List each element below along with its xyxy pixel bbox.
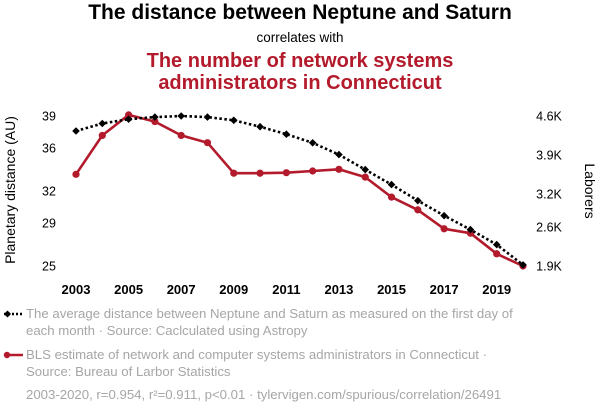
x-tick-2007: 2007	[167, 282, 196, 297]
series-1-point-2016	[414, 196, 422, 205]
series-1-point-2007	[177, 112, 185, 120]
y-right-tick-4.6K: 4.6K	[536, 110, 562, 124]
series-2-point-2012	[309, 167, 317, 175]
series-2-point-2009	[230, 169, 238, 177]
series-2-point-2017	[440, 225, 448, 233]
series-2-point-2005	[124, 111, 133, 119]
legend-entry-series-2-line-1: BLS estimate of network and computer sys…	[26, 347, 487, 362]
series-1-point-2005	[124, 115, 133, 124]
x-tick-2015: 2015	[377, 282, 406, 297]
series-2-point-2010	[256, 169, 264, 177]
series-1-point-2006	[151, 113, 159, 121]
series-1-point-2014	[361, 165, 370, 174]
legend-marker-series-2	[3, 351, 11, 359]
chart-title: The distance between Neptune and Saturn	[88, 1, 512, 24]
y-left-tick-29: 29	[42, 217, 56, 231]
x-axis-ticks: 2003 2005 2007 2009 2011 2013 2015 2017 2019	[62, 282, 512, 297]
y-left-tick-36: 36	[42, 142, 56, 156]
legend: The average distance between Neptune and…	[3, 306, 513, 379]
series-2-point-2015	[387, 193, 396, 201]
legend-entry-series-1-line-2: each month · Source: Caclculated using A…	[26, 323, 308, 338]
series-1-point-2013	[335, 150, 343, 159]
series-2-point-2016	[414, 206, 422, 214]
x-tick-2017: 2017	[430, 282, 459, 297]
series-1-point-2015	[387, 180, 396, 189]
y-left-tick-32: 32	[42, 185, 56, 199]
y-right-tick-3.9K: 3.9K	[536, 148, 562, 162]
footer-stats: 2003-2020, r=0.954, r²=0.911, p<0.01 · t…	[26, 387, 501, 402]
series-1-point-2004	[98, 119, 107, 128]
series-1-line	[75, 114, 524, 266]
series-2-point-2003	[72, 170, 80, 178]
series-2-point-2006	[151, 117, 159, 126]
x-tick-2005: 2005	[114, 282, 143, 297]
x-tick-2011: 2011	[272, 282, 300, 297]
series-2-point-2014	[361, 173, 369, 181]
chart-subtitle: correlates with	[256, 30, 343, 45]
y-right-tick-1.9K: 1.9K	[536, 260, 562, 274]
series-1-point-2017	[440, 211, 448, 220]
series-1-point-2010	[256, 122, 264, 131]
series-1-point-2011	[282, 130, 291, 139]
y-axis-left-ticks: 25 29 32 36 39	[42, 110, 56, 274]
y-axis-left-label: Planetary distance (AU)	[2, 116, 18, 264]
y-right-tick-3.2K: 3.2K	[536, 187, 562, 201]
y-right-tick-2.6K: 2.6K	[536, 221, 562, 235]
series-1-point-2009	[229, 116, 238, 125]
series-1-point-2020	[519, 261, 527, 269]
chart-title-2-line-2: administrators in Connecticut	[158, 72, 442, 94]
series-2-point-2013	[335, 165, 343, 173]
plot-area	[72, 111, 527, 270]
y-axis-right-label: Laborers	[582, 163, 598, 218]
legend-entry-series-1-line-1: The average distance between Neptune and…	[26, 306, 513, 321]
series-1-point-2019	[492, 240, 501, 249]
legend-entry-series-2-line-2: Source: Bureau of Larbor Statistics	[26, 364, 231, 379]
y-left-tick-25: 25	[42, 260, 56, 274]
y-axis-right-ticks: 1.9K 2.6K 3.2K 3.9K 4.6K	[536, 110, 562, 274]
series-2-point-2004	[98, 131, 106, 140]
series-2-point-2008	[203, 139, 212, 147]
x-tick-2003: 2003	[62, 282, 91, 297]
y-left-tick-39: 39	[42, 110, 56, 124]
legend-marker-series-1	[4, 310, 11, 318]
chart-title-2-line-1: The number of network systems	[147, 50, 454, 72]
series-2-point-2007	[177, 131, 185, 140]
x-tick-2013: 2013	[324, 282, 353, 297]
series-2-line	[74, 113, 524, 268]
series-1-point-2008	[203, 113, 212, 121]
series-1-point-2018	[466, 225, 475, 234]
x-tick-2019: 2019	[482, 282, 511, 297]
series-2-point-2019	[493, 250, 501, 258]
x-tick-2009: 2009	[219, 282, 248, 297]
series-1-point-2012	[308, 138, 317, 147]
series-2-point-2011	[282, 169, 290, 177]
series-1-point-2003	[72, 127, 80, 135]
